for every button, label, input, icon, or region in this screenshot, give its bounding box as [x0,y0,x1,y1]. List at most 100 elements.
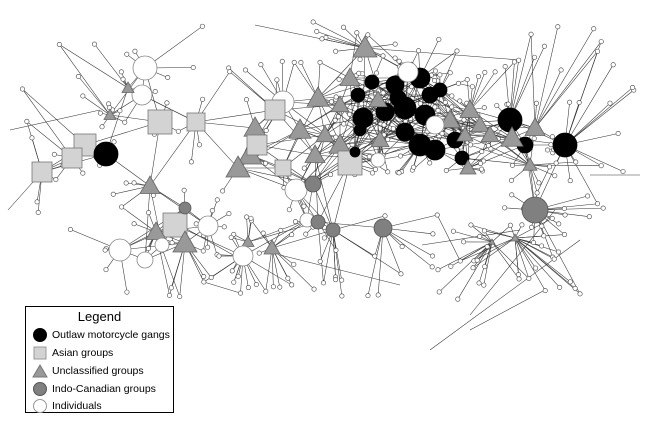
legend-box: Legend Outlaw motorcycle gangs Asian gro… [25,306,174,413]
individual-node [56,42,62,48]
individual-node [427,160,433,166]
edge [460,237,516,262]
individual-node [434,212,440,218]
edge [325,37,366,49]
unclassified-group-node [139,175,161,194]
edge [439,241,493,293]
individual-node [317,258,323,264]
individual-node [449,104,455,110]
individual-node [145,246,151,252]
individual-node [24,118,30,124]
edge [429,94,481,126]
individual-node [509,192,515,198]
individual-node [244,214,250,220]
legend-label: Outlaw motorcycle gangs [52,329,170,341]
individual-node [573,159,579,165]
individual-node [457,98,463,104]
edge [332,215,386,231]
unclassified-group-node [288,118,312,139]
edge [314,154,334,231]
individual-node [120,76,126,82]
edge [529,164,602,166]
edge [294,62,319,99]
individual-node [551,256,557,262]
individual-node [482,264,488,270]
asian-group-node [61,147,83,169]
individual-node [449,93,455,99]
individual-node [110,191,116,197]
edge [469,71,496,111]
individual-node [533,100,539,106]
edge [299,117,364,131]
individual-node [505,101,511,107]
individual-node [380,90,386,96]
edge [316,31,366,49]
edge [437,241,493,270]
individual-node [311,286,317,292]
individual-node [461,239,467,245]
individual-node [354,30,360,36]
individual-node [263,288,269,294]
edge [349,77,356,153]
individual-node [468,222,474,228]
edge [149,121,197,187]
individual-node [108,238,132,262]
individual-node [347,111,353,117]
indo-canadian-group-node [178,201,192,215]
individual-node [253,282,259,288]
individual-node [455,296,461,302]
triangle-icon [32,364,48,378]
unclassified-group-node [470,115,490,133]
individual-node [51,151,57,157]
individual-node [531,240,537,246]
edge [256,134,326,146]
individual-node [209,208,215,214]
individual-node [289,232,295,238]
individual-node [278,227,284,233]
unclassified-group-node [352,35,378,58]
individual-node [585,193,591,199]
individual-node [385,169,391,175]
individual-node [553,160,559,166]
individual-node [111,139,117,145]
edge [317,221,384,229]
edge [491,241,520,280]
individual-node [205,244,211,250]
edge [203,281,241,294]
individual-node [227,69,233,75]
nodes-layer [19,19,637,302]
unclassified-group-node [304,144,326,163]
individual-node [516,276,522,282]
edge [279,254,401,286]
edge [472,237,516,269]
edge [461,157,531,166]
unclassified-group-node [488,238,496,245]
edge [364,47,521,61]
individual-node [615,130,621,136]
individual-node [562,232,568,238]
individual-node [102,247,108,253]
asian-group-node [246,134,268,156]
individual-node [620,168,626,174]
legend-label: Asian groups [52,347,114,359]
individual-node [291,261,297,267]
legend-label: Individuals [52,400,102,412]
individual-node [146,210,152,216]
edge [339,131,406,146]
individual-node [545,147,551,153]
individual-node [356,70,362,76]
individual-node [558,67,564,73]
individual-node [567,178,573,184]
individual-node [437,72,443,78]
individual-node [600,205,606,211]
outlaw-gang-node [389,89,407,107]
individual-node [447,70,453,76]
individual-node [409,84,415,90]
individual-node [442,99,448,105]
individual-node [516,57,522,63]
individual-node [333,277,339,283]
individual-node [80,93,86,99]
individual-node [310,19,316,25]
edge [514,237,546,291]
